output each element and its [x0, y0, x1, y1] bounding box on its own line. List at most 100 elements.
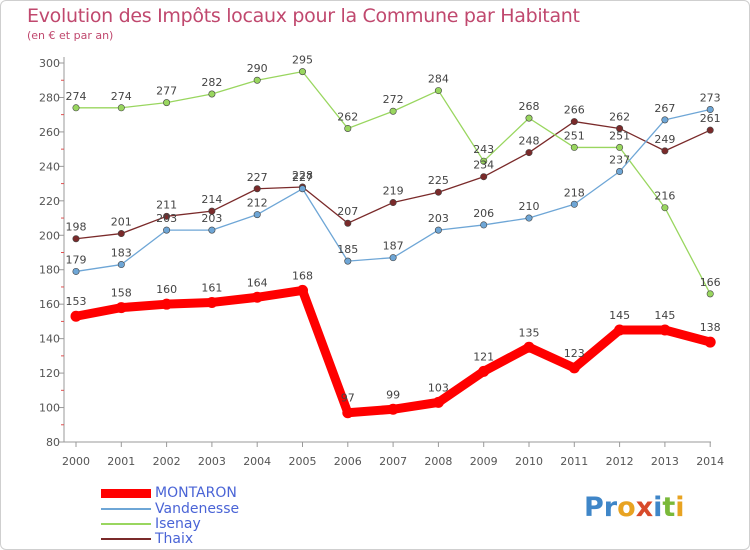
- legend-label-thaix: Thaix: [155, 531, 194, 547]
- y-tick-label: 240: [39, 160, 60, 173]
- data-label-vandenesse: 183: [111, 247, 132, 260]
- data-label-montaron: 168: [292, 269, 313, 282]
- data-label-isenay: 274: [66, 90, 87, 103]
- data-label-isenay: 262: [337, 110, 358, 123]
- data-label-vandenesse: 210: [519, 200, 540, 213]
- x-tick-label: 2006: [334, 455, 362, 468]
- data-label-thaix: 266: [564, 104, 585, 117]
- data-label-vandenesse: 203: [201, 212, 222, 225]
- data-point-thaix: [208, 207, 216, 215]
- data-point-montaron: [70, 310, 82, 322]
- data-point-thaix: [661, 147, 669, 155]
- y-tick-label: 260: [39, 126, 60, 139]
- x-tick-label: 2000: [62, 455, 90, 468]
- data-point-thaix: [570, 118, 578, 126]
- data-label-montaron: 145: [654, 309, 675, 322]
- data-point-thaix: [253, 185, 261, 193]
- data-label-thaix: 227: [247, 171, 268, 184]
- logo-letter: P: [584, 492, 604, 523]
- data-point-thaix: [72, 235, 80, 243]
- data-point-thaix: [389, 199, 397, 207]
- data-label-montaron: 135: [519, 326, 540, 339]
- data-point-vandenesse: [616, 168, 624, 176]
- data-label-vandenesse: 227: [292, 171, 313, 184]
- data-point-thaix: [344, 219, 352, 227]
- data-point-montaron: [478, 365, 490, 377]
- y-tick-label: 140: [39, 333, 60, 346]
- legend-swatch-isenay: [101, 523, 151, 525]
- data-point-montaron: [342, 407, 354, 419]
- data-point-vandenesse: [706, 106, 714, 114]
- data-point-isenay: [253, 76, 261, 84]
- x-tick-label: 2012: [606, 455, 634, 468]
- legend-swatch-thaix: [101, 538, 151, 540]
- data-label-isenay: 277: [156, 85, 177, 98]
- data-label-montaron: 103: [428, 381, 449, 394]
- y-tick-label: 300: [39, 57, 60, 70]
- data-label-montaron: 123: [564, 347, 585, 360]
- data-label-isenay: 251: [564, 129, 585, 142]
- y-tick-label: 80: [46, 436, 60, 449]
- legend-label-montaron: MONTARON: [155, 485, 237, 501]
- data-label-vandenesse: 203: [428, 212, 449, 225]
- data-point-thaix: [434, 188, 442, 196]
- data-point-vandenesse: [72, 267, 80, 275]
- data-label-isenay: 243: [473, 143, 494, 156]
- data-label-thaix: 211: [156, 198, 177, 211]
- data-point-isenay: [434, 87, 442, 95]
- logo-letter: r: [603, 492, 618, 523]
- data-point-montaron: [614, 324, 626, 336]
- data-label-isenay: 272: [383, 93, 404, 106]
- data-point-isenay: [389, 107, 397, 115]
- data-label-vandenesse: 206: [473, 207, 494, 220]
- data-label-montaron: 99: [386, 388, 400, 401]
- data-point-thaix: [480, 173, 488, 181]
- data-label-vandenesse: 179: [66, 253, 87, 266]
- data-point-isenay: [208, 90, 216, 98]
- data-label-isenay: 295: [292, 54, 313, 67]
- data-point-montaron: [206, 296, 218, 308]
- data-point-vandenesse: [480, 221, 488, 229]
- data-point-thaix: [163, 212, 171, 220]
- y-tick-label: 160: [39, 298, 60, 311]
- data-point-isenay: [344, 124, 352, 132]
- data-label-thaix: 248: [519, 135, 540, 148]
- data-point-vandenesse: [117, 261, 125, 269]
- logo-letter: i: [675, 492, 685, 523]
- legend-label-vandenesse: Vandenesse: [155, 501, 240, 517]
- y-tick-label: 280: [39, 91, 60, 104]
- data-label-montaron: 158: [111, 287, 132, 300]
- data-label-vandenesse: 212: [247, 197, 268, 210]
- chart-subtitle: (en € et par an): [27, 29, 114, 42]
- data-point-isenay: [480, 157, 488, 165]
- data-point-montaron: [387, 403, 399, 415]
- data-point-isenay: [117, 104, 125, 112]
- data-point-isenay: [616, 143, 624, 151]
- data-label-isenay: 282: [201, 76, 222, 89]
- data-label-thaix: 228: [292, 169, 313, 182]
- data-point-thaix: [117, 230, 125, 238]
- data-point-thaix: [525, 149, 533, 157]
- data-label-montaron: 164: [247, 276, 268, 289]
- x-tick-label: 2005: [289, 455, 317, 468]
- data-point-vandenesse: [434, 226, 442, 234]
- data-point-isenay: [298, 68, 306, 76]
- data-point-montaron: [251, 291, 263, 303]
- data-point-vandenesse: [253, 211, 261, 219]
- x-tick-label: 2014: [696, 455, 724, 468]
- x-tick-label: 2007: [379, 455, 407, 468]
- data-label-vandenesse: 187: [383, 240, 404, 253]
- data-point-montaron: [704, 336, 716, 348]
- logo-letter: x: [635, 492, 654, 523]
- proxiti-logo: Proxiti: [584, 492, 685, 523]
- legend-label-isenay: Isenay: [155, 516, 201, 532]
- y-tick-label: 200: [39, 229, 60, 242]
- data-label-thaix: 261: [700, 112, 721, 125]
- data-point-vandenesse: [163, 226, 171, 234]
- logo-letter: o: [617, 492, 636, 523]
- data-point-vandenesse: [525, 214, 533, 222]
- data-point-vandenesse: [344, 257, 352, 265]
- data-point-montaron: [432, 396, 444, 408]
- x-tick-label: 2008: [424, 455, 452, 468]
